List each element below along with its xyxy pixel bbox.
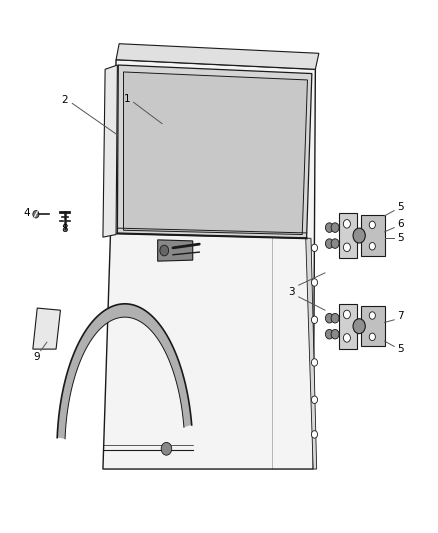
Text: 6: 6 [397,219,404,229]
Circle shape [311,316,318,324]
Text: 1: 1 [124,94,131,103]
Polygon shape [57,304,192,439]
Polygon shape [117,65,312,238]
Text: 9: 9 [33,352,40,362]
Circle shape [353,319,365,334]
Circle shape [325,223,333,232]
Polygon shape [306,238,317,469]
Circle shape [311,431,318,438]
Circle shape [369,221,375,229]
Circle shape [161,442,172,455]
Polygon shape [116,44,319,69]
Polygon shape [103,65,117,237]
Circle shape [311,359,318,366]
Circle shape [325,239,333,248]
Circle shape [33,211,39,218]
Circle shape [369,243,375,250]
Circle shape [311,279,318,286]
Circle shape [331,223,339,232]
Circle shape [343,310,350,319]
Circle shape [325,329,333,339]
Text: 3: 3 [288,287,295,296]
Circle shape [343,334,350,342]
Circle shape [160,245,169,256]
Polygon shape [124,72,307,235]
Circle shape [311,244,318,252]
Circle shape [311,396,318,403]
Text: 5: 5 [397,344,404,354]
Circle shape [343,243,350,252]
Circle shape [369,312,375,319]
Polygon shape [361,215,385,256]
Text: 5: 5 [397,202,404,212]
Polygon shape [158,240,193,261]
Circle shape [331,239,339,248]
Text: 5: 5 [397,233,404,243]
Polygon shape [361,306,385,346]
Text: 4: 4 [24,208,31,218]
Polygon shape [103,60,315,469]
Text: 2: 2 [61,95,68,104]
Text: 7: 7 [397,311,404,320]
Polygon shape [33,308,60,349]
Circle shape [331,313,339,323]
Circle shape [343,220,350,228]
Polygon shape [339,304,357,349]
Circle shape [353,228,365,243]
Circle shape [325,313,333,323]
Text: 8: 8 [61,224,68,234]
Circle shape [369,333,375,341]
Circle shape [331,329,339,339]
Polygon shape [339,213,357,258]
